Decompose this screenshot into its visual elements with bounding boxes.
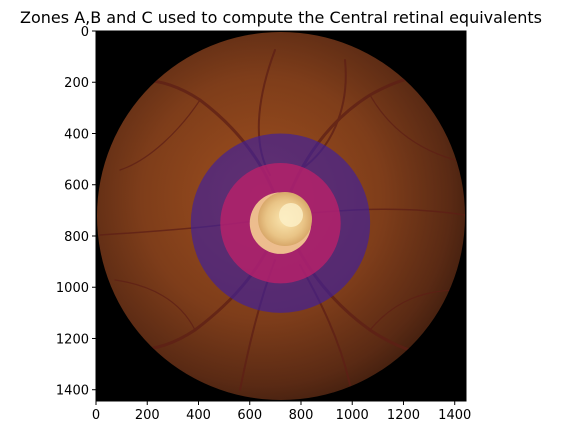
optic-cup — [279, 203, 303, 227]
y-tick-label: 0 — [81, 25, 89, 40]
vessel-small-3 — [114, 279, 196, 331]
fundus-image — [96, 31, 466, 401]
x-tick-label: 600 — [237, 408, 262, 423]
vessel-small-1 — [119, 99, 201, 171]
figure-title: Zones A,B and C used to compute the Cent… — [20, 8, 542, 27]
x-axis: 0 200 400 600 800 1000 1200 1400 — [92, 401, 471, 423]
x-tick-label: 0 — [92, 408, 100, 423]
y-tick-label: 200 — [64, 76, 89, 91]
vessel-small-4 — [369, 289, 461, 331]
y-tick-label: 400 — [64, 127, 89, 142]
y-tick-label: 1400 — [56, 384, 89, 399]
x-tick-label: 800 — [289, 408, 314, 423]
vessel-small-2 — [369, 94, 456, 161]
y-tick-label: 600 — [64, 179, 89, 194]
x-tick-label: 1200 — [387, 408, 420, 423]
y-axis: 0 200 400 600 800 1000 1200 1400 — [56, 25, 96, 399]
axes-frame — [95, 30, 467, 402]
x-tick-label: 1400 — [438, 408, 471, 423]
x-tick-label: 200 — [135, 408, 160, 423]
x-tick-label: 400 — [186, 408, 211, 423]
y-tick-label: 1000 — [56, 281, 89, 296]
y-tick-label: 800 — [64, 230, 89, 245]
x-tick-label: 1000 — [336, 408, 369, 423]
y-tick-label: 1200 — [56, 332, 89, 347]
